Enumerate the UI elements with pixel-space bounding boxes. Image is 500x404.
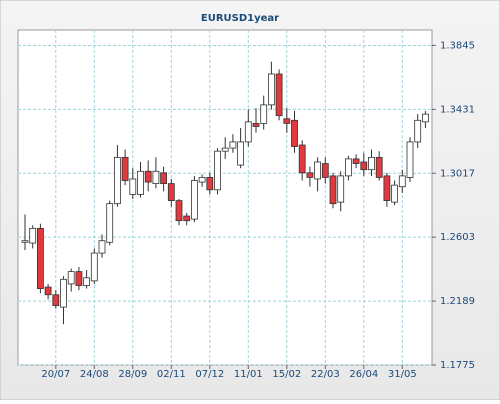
y-tick-label: 1.3845 — [440, 40, 475, 51]
candle-body — [167, 183, 175, 201]
candle-body — [21, 240, 29, 243]
x-tick-label: 28/09 — [118, 369, 147, 380]
candle-body — [60, 278, 67, 308]
x-tick-label: 02/11 — [157, 369, 186, 380]
candle-body — [29, 227, 37, 244]
candle-body — [106, 203, 114, 243]
candle-body — [260, 104, 268, 124]
candle-body — [52, 294, 60, 306]
candle-body — [160, 172, 168, 185]
candle-body — [190, 180, 198, 220]
candle-body — [90, 252, 98, 282]
candle-body — [214, 150, 221, 191]
candle-body — [321, 163, 329, 178]
candle-body — [198, 177, 206, 183]
candle-body — [398, 175, 406, 188]
x-tick-label: 31/05 — [388, 369, 417, 380]
candle-body — [375, 156, 383, 178]
candle-body — [314, 161, 322, 180]
candle-body — [129, 178, 137, 195]
candle-body — [329, 175, 337, 205]
x-tick-label: 22/03 — [311, 369, 340, 380]
candle-body — [175, 200, 183, 222]
x-tick-label: 26/04 — [349, 369, 378, 380]
candle-body — [252, 122, 260, 127]
candle-body — [421, 113, 429, 123]
candle-body — [114, 156, 121, 205]
candle-body — [383, 175, 391, 201]
candle-body — [298, 144, 306, 174]
chart-title: EURUSD1year — [201, 13, 279, 24]
candle-body — [267, 73, 275, 106]
candle-body — [414, 119, 422, 143]
candle-body — [291, 119, 298, 147]
x-tick-label: 07/12 — [195, 369, 224, 380]
x-tick-label: 20/07 — [41, 369, 70, 380]
candle-body — [229, 141, 237, 149]
candle-body — [144, 170, 152, 183]
candle-body — [275, 73, 283, 117]
candle-body — [337, 175, 345, 203]
x-tick-label: 15/02 — [272, 369, 301, 380]
y-tick-label: 1.3431 — [440, 104, 475, 115]
candle-body — [221, 147, 229, 152]
candle-body — [121, 156, 129, 181]
candle-body — [391, 184, 399, 203]
candle-body — [67, 271, 75, 285]
y-tick-label: 1.2189 — [440, 296, 475, 307]
candle-body — [306, 172, 314, 178]
candle-body — [244, 121, 252, 143]
candle-body — [360, 161, 368, 171]
candle-body — [83, 277, 90, 286]
candle-body — [44, 286, 52, 296]
candle-body — [206, 177, 214, 191]
candle-body — [237, 141, 245, 166]
y-tick-label: 1.3017 — [440, 168, 475, 179]
candle-body — [37, 227, 44, 289]
candle-body — [368, 156, 375, 171]
y-tick-label: 1.2603 — [440, 232, 475, 243]
x-tick-label: 11/01 — [234, 369, 263, 380]
candle-body — [344, 158, 352, 177]
y-tick-label: 1.1775 — [440, 360, 475, 371]
candle-body — [352, 158, 360, 164]
candle-body — [283, 118, 291, 124]
candle-body — [98, 240, 106, 254]
candle-body — [137, 170, 144, 195]
plot-area — [17, 29, 433, 366]
candle-body — [152, 170, 160, 185]
candle-body — [75, 271, 83, 286]
candle-body — [183, 215, 191, 222]
candle-body — [406, 141, 414, 178]
x-tick-label: 24/08 — [80, 369, 109, 380]
